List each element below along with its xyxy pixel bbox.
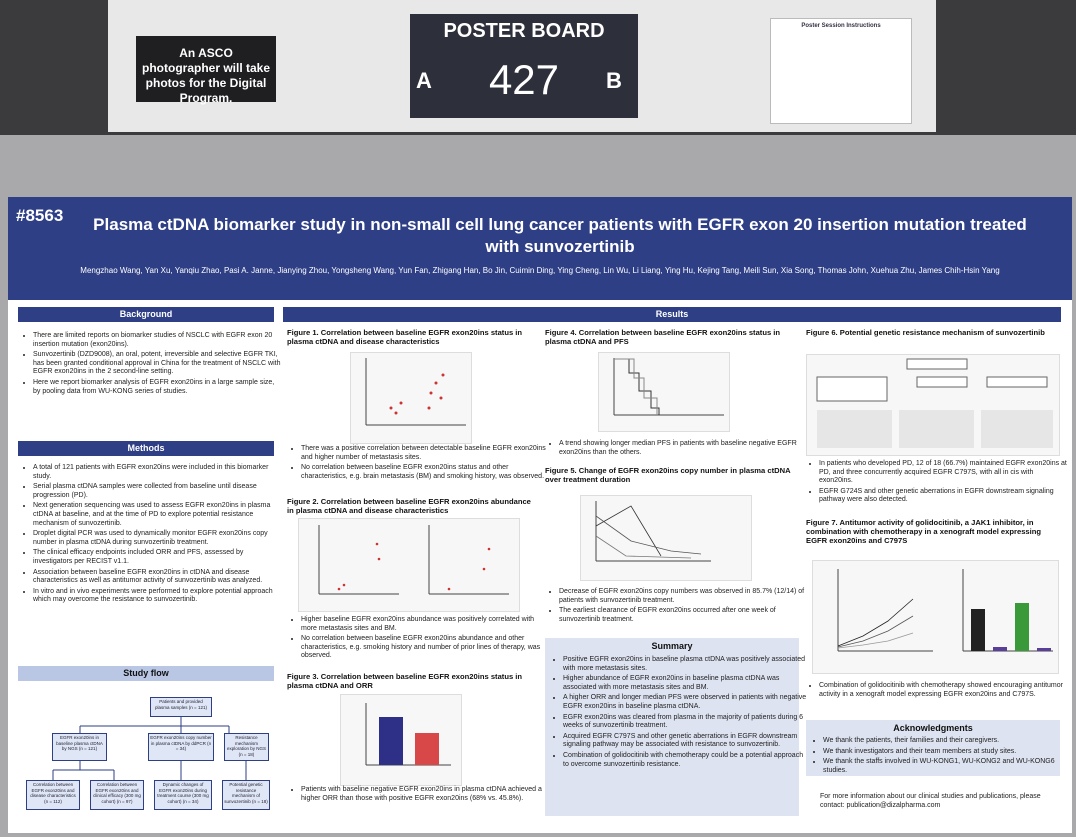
flow-node: Resistance mechanism exploration by NGS … — [224, 733, 269, 761]
figure-image — [598, 352, 730, 432]
bullet: EGFR G724S and other genetic aberrations… — [819, 488, 1069, 505]
figure-title: Figure 2. Correlation between baseline E… — [287, 497, 531, 515]
figure-title: Figure 5. Change of EGFR exon20ins copy … — [545, 466, 791, 484]
bullet: Higher abundance of EGFR exon20ins in ba… — [563, 675, 807, 692]
side-b: B — [606, 68, 622, 93]
figure-title: Figure 3. Correlation between baseline E… — [287, 672, 523, 690]
bullet: The earliest clearance of EGFR exon20ins… — [559, 607, 809, 624]
figure-image — [298, 518, 520, 612]
board-label: POSTER BOARD — [443, 20, 605, 42]
bullet: A total of 121 patients with EGFR exon20… — [33, 464, 283, 481]
section-heading: Study flow — [18, 666, 274, 681]
summary-box — [545, 638, 799, 816]
bullet: Combination of golidocitinib with chemot… — [563, 752, 807, 769]
bullet-list: There was a positive correlation between… — [290, 445, 549, 483]
bullet-list: Combination of golidocitinib with chemot… — [808, 682, 1069, 701]
figure-title: Figure 6. Potential genetic resistance m… — [806, 328, 1045, 337]
bullet: Sunvozertinib (DZD9008), an oral, potent… — [33, 351, 283, 377]
figure-image — [806, 354, 1060, 456]
bullet: Higher baseline EGFR exon20ins abundance… — [301, 616, 549, 633]
figure-title: Figure 7. Antitumor activity of golidoci… — [806, 518, 1042, 545]
section-heading: Acknowledgments — [893, 723, 973, 733]
bullet: We thank investigators and their team me… — [823, 748, 1067, 757]
bullet: The clinical efficacy endpoints included… — [33, 549, 283, 566]
instructions: Poster Session Instructions — [770, 18, 912, 124]
figure-title: Figure 4. Correlation between baseline E… — [545, 328, 781, 346]
poster-id: #8563 — [16, 206, 64, 225]
bullet-list: Patients with baseline negative EGFR exo… — [290, 786, 549, 805]
flow-arrows — [52, 717, 247, 780]
poster-header — [8, 197, 1072, 300]
photographer-note: An ASCO photographer will take photos fo… — [136, 36, 276, 105]
board-number: 427 — [488, 56, 560, 103]
side-a: A — [416, 68, 432, 93]
section-heading: Background — [18, 307, 274, 322]
flow-node: Potential genetic resistance mechanism o… — [222, 780, 270, 810]
bullet-list: A total of 121 patients with EGFR exon20… — [22, 464, 283, 607]
bullet-list: We thank the patients, their families an… — [812, 737, 1067, 777]
figure-image — [580, 495, 752, 581]
bullet: A higher ORR and longer median PFS were … — [563, 694, 807, 711]
figure-title: Figure 1. Correlation between baseline E… — [287, 328, 523, 346]
bullet: Droplet digital PCR was used to dynamica… — [33, 530, 283, 547]
flow-node: Patients and provided plasma samples (n … — [150, 697, 212, 717]
bullet-list: Decrease of EGFR exon20ins copy numbers … — [548, 588, 809, 626]
bullet: No correlation between baseline EGFR exo… — [301, 635, 549, 661]
bullet: No correlation between baseline EGFR exo… — [301, 464, 549, 481]
bullet: We thank the staffs involved in WU-KONG1… — [823, 758, 1067, 775]
bullet: Patients with baseline negative EGFR exo… — [301, 786, 549, 803]
bullet: Next generation sequencing was used to a… — [33, 502, 283, 528]
bullet: Here we report biomarker analysis of EGF… — [33, 379, 283, 396]
bullet-list: Higher baseline EGFR exon20ins abundance… — [290, 616, 549, 663]
ack-box — [806, 720, 1060, 776]
bullet: Positive EGFR exon20ins in baseline plas… — [563, 656, 807, 673]
bullet-list: A trend showing longer median PFS in pat… — [548, 440, 809, 459]
bullet: Decrease of EGFR exon20ins copy numbers … — [559, 588, 809, 605]
bullet: In patients who developed PD, 12 of 18 (… — [819, 460, 1069, 486]
figure-image — [340, 694, 462, 786]
section-heading: Summary — [651, 641, 693, 651]
bullet: Combination of golidocitinib with chemot… — [819, 682, 1069, 699]
bullet: We thank the patients, their families an… — [823, 737, 1067, 746]
section-heading: Results — [283, 307, 1061, 322]
flow-node: Dynamic changes of EGFR exon20ins during… — [154, 780, 212, 810]
bullet: EGFR exon20ins was cleared from plasma i… — [563, 714, 807, 731]
flow-node: EGFR exon20ins in baseline plasma ctDNA … — [52, 733, 107, 761]
bullet-list: In patients who developed PD, 12 of 18 (… — [808, 460, 1069, 507]
section-heading: Methods — [18, 441, 274, 456]
flow-node: Correlation between EGFR exon20ins and c… — [90, 780, 144, 810]
figure-image — [812, 560, 1059, 674]
bullet: Association between baseline EGFR exon20… — [33, 569, 283, 586]
bullet: In vitro and in vivo experiments were pe… — [33, 588, 283, 605]
flow-node: EGFR exon20ins copy number in plasma ctD… — [148, 733, 214, 761]
poster-title: Plasma ctDNA biomarker study in non-smal… — [93, 215, 1027, 256]
bullet-list: There are limited reports on biomarker s… — [22, 332, 283, 398]
bullet-list: Positive EGFR exon20ins in baseline plas… — [552, 656, 807, 771]
bullet: There are limited reports on biomarker s… — [33, 332, 283, 349]
board-sign — [410, 14, 638, 118]
flow-node: Correlation between EGFR exon20ins and d… — [26, 780, 80, 810]
figure-image — [350, 352, 472, 444]
contact: For more information about our clinical … — [820, 793, 1041, 809]
bullet: Serial plasma ctDNA samples were collect… — [33, 483, 283, 500]
bullet: Acquired EGFR C797S and other genetic ab… — [563, 733, 807, 750]
bullet: A trend showing longer median PFS in pat… — [559, 440, 809, 457]
poster-authors: Mengzhao Wang, Yan Xu, Yanqiu Zhao, Pasi… — [80, 266, 1000, 275]
bullet: There was a positive correlation between… — [301, 445, 549, 462]
